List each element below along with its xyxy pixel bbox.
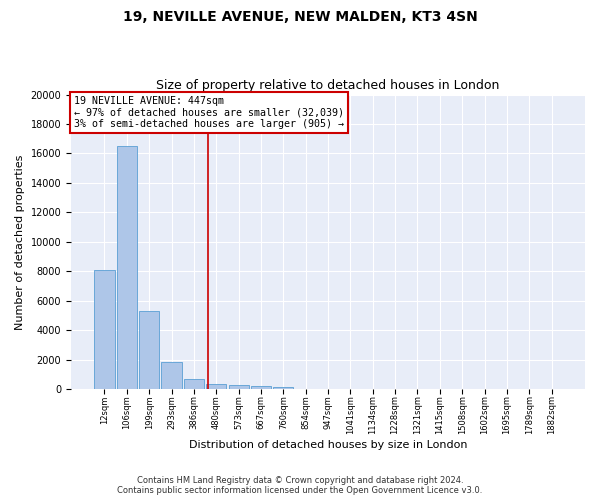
Y-axis label: Number of detached properties: Number of detached properties [15,154,25,330]
Bar [273,386,293,389]
Bar [139,311,159,389]
Bar [161,362,182,389]
Bar [94,270,115,389]
Text: 19 NEVILLE AVENUE: 447sqm
← 97% of detached houses are smaller (32,039)
3% of se: 19 NEVILLE AVENUE: 447sqm ← 97% of detac… [74,96,344,129]
Bar [206,384,226,389]
Bar [251,386,271,389]
X-axis label: Distribution of detached houses by size in London: Distribution of detached houses by size … [189,440,467,450]
Bar [117,146,137,389]
Bar [184,379,204,389]
Text: 19, NEVILLE AVENUE, NEW MALDEN, KT3 4SN: 19, NEVILLE AVENUE, NEW MALDEN, KT3 4SN [122,10,478,24]
Title: Size of property relative to detached houses in London: Size of property relative to detached ho… [157,79,500,92]
Bar [229,385,248,389]
Text: Contains HM Land Registry data © Crown copyright and database right 2024.
Contai: Contains HM Land Registry data © Crown c… [118,476,482,495]
